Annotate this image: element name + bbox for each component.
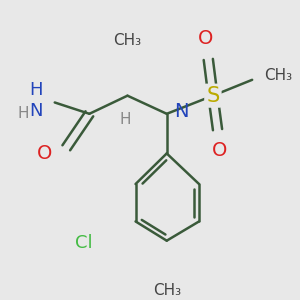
Text: CH₃: CH₃ <box>113 33 142 48</box>
Text: S: S <box>206 86 220 106</box>
Text: CH₃: CH₃ <box>264 68 292 83</box>
Text: CH₃: CH₃ <box>153 283 181 298</box>
Text: N: N <box>174 102 188 121</box>
Text: O: O <box>212 141 227 160</box>
Text: O: O <box>198 29 214 48</box>
Text: O: O <box>37 144 52 163</box>
Text: H
N: H N <box>30 81 43 120</box>
Text: H: H <box>119 112 131 127</box>
Text: H: H <box>18 106 29 121</box>
Text: Cl: Cl <box>75 234 93 252</box>
